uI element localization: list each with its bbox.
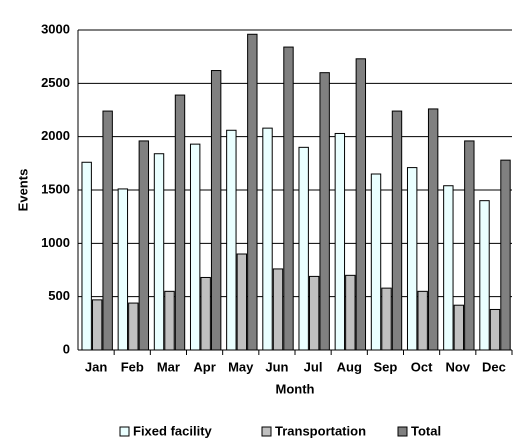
bar — [210, 70, 222, 351]
bar — [174, 94, 186, 351]
x-tick-label: Oct — [411, 359, 433, 374]
bar — [443, 185, 454, 351]
bar — [308, 275, 320, 351]
x-tick-label: Jun — [265, 359, 288, 374]
bar — [391, 110, 403, 351]
bar — [153, 153, 165, 351]
bar — [117, 188, 129, 351]
bar — [406, 167, 418, 351]
bar — [128, 302, 139, 351]
x-tick-label: Feb — [121, 359, 144, 374]
bar — [500, 159, 511, 351]
bar — [370, 173, 382, 351]
y-axis-label: Events — [15, 169, 30, 212]
bar — [464, 140, 475, 351]
bar — [200, 276, 211, 351]
bar — [262, 127, 273, 351]
bar — [355, 58, 367, 351]
bar — [427, 108, 439, 351]
bar — [381, 287, 392, 351]
x-tick-label: Dec — [482, 359, 506, 374]
bar — [345, 274, 356, 351]
bar — [247, 33, 258, 351]
bar — [91, 299, 103, 351]
bar — [102, 110, 113, 351]
bar — [453, 304, 465, 351]
x-tick-label: Aug — [337, 359, 362, 374]
x-tick-label: Sep — [373, 359, 397, 374]
bar — [479, 200, 490, 351]
bar — [417, 290, 428, 351]
bar — [334, 132, 346, 351]
bar — [283, 46, 294, 351]
bar — [489, 308, 501, 351]
bar — [189, 143, 201, 351]
x-axis-label: Month — [276, 381, 315, 396]
legend-label: Transportation — [275, 423, 366, 438]
x-tick-label: Jul — [304, 359, 323, 374]
y-tick-label: 3000 — [41, 21, 70, 36]
bar — [272, 268, 284, 351]
bar — [81, 161, 92, 351]
legend-swatch — [261, 426, 272, 437]
bar — [138, 140, 150, 351]
bar — [319, 72, 330, 351]
bar — [298, 146, 309, 351]
bar — [226, 129, 237, 351]
legend-swatch — [397, 426, 408, 437]
legend-label: Fixed facility — [133, 423, 213, 438]
x-tick-label: Mar — [157, 359, 180, 374]
y-tick-label: 500 — [48, 288, 70, 303]
bar — [236, 253, 248, 351]
y-tick-label: 1500 — [41, 181, 70, 196]
y-tick-label: 2500 — [41, 75, 70, 90]
legend-swatch — [119, 426, 130, 437]
x-tick-label: May — [228, 359, 254, 374]
y-tick-label: 0 — [63, 341, 70, 356]
x-tick-label: Apr — [193, 359, 215, 374]
x-tick-label: Jan — [85, 359, 107, 374]
x-tick-label: Nov — [445, 359, 470, 374]
legend-label: Total — [411, 423, 441, 438]
y-tick-label: 2000 — [41, 128, 70, 143]
bar — [164, 290, 175, 351]
y-tick-label: 1000 — [41, 235, 70, 250]
